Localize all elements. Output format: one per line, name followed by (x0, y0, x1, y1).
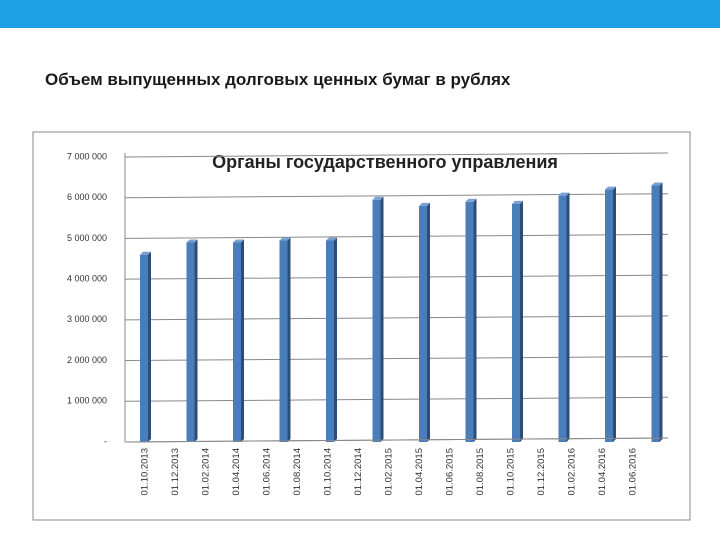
grid-line (124, 233, 669, 239)
bar (512, 203, 520, 442)
y-tick-label: 1 000 000 (67, 396, 107, 406)
y-tick-label: 7 000 000 (67, 151, 107, 161)
x-tick-label: 01.04.2014 (231, 448, 242, 496)
bar-side (380, 196, 384, 442)
bar-top (651, 182, 663, 186)
bar (233, 242, 241, 442)
x-tick-label: 01.04.2015 (414, 448, 425, 496)
grid-line (124, 396, 669, 402)
x-axis (124, 437, 669, 443)
bar-top (186, 239, 198, 243)
bar-top (233, 239, 244, 243)
y-tick-label: 3 000 000 (67, 314, 107, 324)
x-tick-label: 01.02.2016 (567, 448, 578, 496)
x-tick-label: 01.04.2016 (597, 448, 608, 496)
top-bar (0, 0, 720, 28)
bar-side (287, 237, 291, 442)
x-tick-label: 01.10.2015 (506, 448, 517, 496)
bar-top (279, 237, 291, 241)
bar (279, 240, 288, 442)
bar-top (419, 202, 430, 206)
x-tick-label: 01.06.2014 (262, 448, 273, 496)
y-tick-label: 5 000 000 (67, 233, 107, 243)
slide-title: Объем выпущенных долговых ценных бумаг в… (45, 70, 511, 89)
bar-top (605, 186, 616, 190)
x-tick-label: 01.06.2016 (628, 448, 639, 496)
bar (605, 189, 613, 442)
bar-top (326, 237, 337, 241)
bar-side (566, 192, 570, 442)
bar-side (427, 202, 430, 442)
x-tick-label: 01.08.2015 (475, 448, 486, 496)
x-tick-label: 01.02.2014 (201, 448, 212, 496)
x-tick-label: 01.08.2014 (292, 448, 303, 496)
y-tick-label: - (104, 436, 107, 446)
grid-line (124, 152, 669, 158)
x-tick-label: 01.12.2014 (353, 448, 364, 496)
x-tick-label: 01.12.2013 (170, 448, 181, 496)
bar (372, 199, 381, 442)
bar-side (520, 200, 523, 442)
grid-line (124, 274, 669, 280)
bar-side (613, 186, 616, 442)
bar-side (148, 251, 151, 442)
bar-top (558, 192, 570, 196)
bar (465, 201, 474, 442)
bar-side (473, 198, 477, 442)
grid-line (124, 193, 669, 199)
x-tick-label: 01.06.2015 (445, 448, 456, 496)
bar-top (140, 251, 151, 255)
bar (326, 240, 334, 442)
bar-side (334, 237, 337, 442)
bar-top (372, 196, 384, 200)
x-tick-label: 01.10.2014 (323, 448, 334, 496)
bar-side (659, 182, 663, 442)
chart-title: Органы государственного управления (212, 152, 558, 172)
grid-line (124, 315, 669, 321)
y-tick-label: 6 000 000 (67, 192, 107, 202)
bar-side (241, 239, 244, 442)
bar-side (194, 239, 198, 442)
bar (186, 242, 195, 442)
x-tick-label: 01.02.2015 (384, 448, 395, 496)
bar (140, 254, 148, 442)
title-box (160, 148, 610, 178)
x-tick-label: 01.12.2015 (536, 448, 547, 496)
bar-top (465, 198, 477, 202)
x-tick-label: 01.10.2013 (140, 448, 151, 496)
bar (419, 205, 427, 442)
bar (651, 185, 660, 442)
y-tick-label: 4 000 000 (67, 274, 107, 284)
bar (558, 195, 567, 442)
grid-line (124, 356, 669, 362)
y-tick-label: 2 000 000 (67, 355, 107, 365)
bar-top (512, 200, 523, 204)
